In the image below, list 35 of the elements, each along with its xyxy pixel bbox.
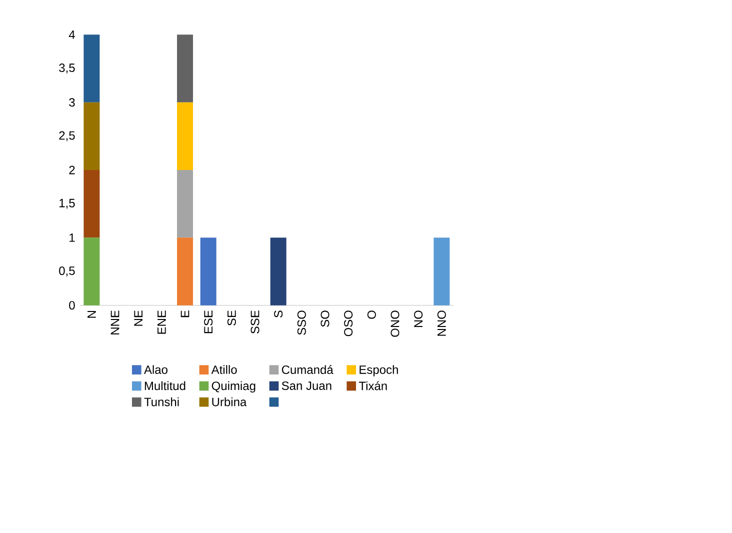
y-tick-label: 2 [69,166,75,174]
x-tick-label: SSO [297,310,306,335]
legend-label: Tixán [358,381,387,390]
legend-label: Multitud [144,381,186,390]
legend-label: San Juan [282,381,332,390]
x-tick-label: NNE [110,310,120,334]
legend-label: Cumandá [282,364,334,374]
legend-label: Espoch [360,364,398,376]
x-tick-label: NNO [437,310,446,336]
x-tick-label: NE [134,310,142,326]
x-tick-label: N [88,310,96,318]
y-tick-label: 3,5 [59,63,75,74]
x-tick-label: ONO [390,310,400,337]
legend-label: Quimiag [212,381,256,392]
x-tick-label: ENE [158,310,166,334]
x-tick-label: SE [227,310,236,326]
x-tick-label: ESE [204,310,213,333]
x-tick-label: OSO [344,310,353,336]
legend-label: Alao [144,364,168,374]
y-tick-label: 1,5 [60,198,75,209]
legend-label: Tunshi [144,397,179,406]
legend-label: Urbina [212,397,247,406]
x-tick-label: SO [320,310,330,327]
y-tick-label: 2,5 [59,131,75,141]
y-tick-label: 1 [70,233,75,242]
x-tick-label: S [274,310,283,318]
y-tick-label: 0,5 [59,266,75,276]
x-tick-label: NO [414,310,423,327]
x-tick-label: E [180,310,190,317]
y-tick-label: 0 [69,300,75,310]
x-tick-label: SSE [250,310,260,334]
x-tick-label: O [367,310,376,319]
legend-label: Atillo [211,364,237,374]
y-tick-label: 4 [68,30,75,39]
y-tick-label: 3 [69,98,75,106]
